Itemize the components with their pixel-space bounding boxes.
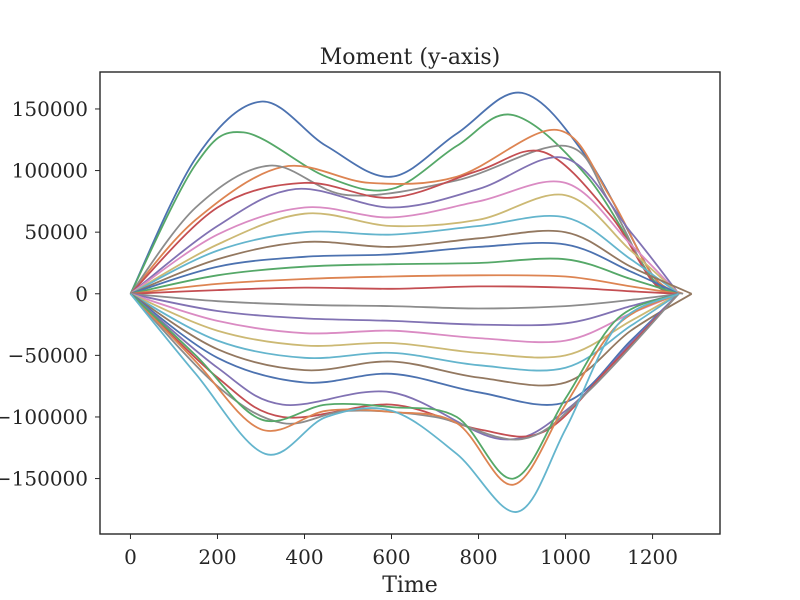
series-line-5 — [129, 149, 680, 295]
series-line-19 — [130, 293, 680, 372]
series-line-15 — [130, 292, 679, 310]
chart-title: Moment (y-axis) — [320, 45, 501, 70]
series-line-20 — [130, 293, 693, 387]
series-line-10 — [130, 229, 693, 295]
y-axis: 150000 100000 50000 0 −50000 −100000 −150000 — [0, 97, 100, 491]
series-line-16 — [130, 292, 679, 327]
series-line-7 — [129, 180, 680, 295]
series-line-11 — [130, 242, 680, 295]
series-line-4 — [129, 144, 684, 295]
x-tick-label: 400 — [285, 545, 323, 569]
series-line-27 — [129, 292, 680, 513]
series-line-18 — [130, 292, 680, 359]
y-tick-label: 0 — [75, 282, 88, 306]
x-tick-label: 0 — [124, 545, 137, 569]
x-tick-label: 200 — [198, 545, 236, 569]
series-line-8 — [130, 193, 680, 295]
series-line-21 — [129, 293, 680, 406]
y-tick-label: 50000 — [24, 220, 88, 244]
series-lines — [129, 91, 693, 513]
series-line-12 — [130, 257, 679, 295]
plot-frame — [99, 71, 721, 535]
x-tick-label: 1200 — [627, 545, 678, 569]
x-tick-label: 600 — [372, 545, 410, 569]
series-line-14 — [130, 285, 679, 295]
y-tick-label: −50000 — [8, 343, 88, 367]
y-tick-label: −100000 — [0, 405, 88, 429]
x-tick-label: 1000 — [540, 545, 591, 569]
series-line-2 — [129, 113, 680, 295]
series-line-26 — [129, 292, 680, 480]
series-line-25 — [129, 292, 680, 486]
y-tick-label: 100000 — [12, 159, 88, 183]
series-line-13 — [130, 274, 679, 295]
x-tick-label: 800 — [459, 545, 497, 569]
series-line-9 — [130, 214, 680, 295]
series-line-6 — [129, 156, 680, 295]
y-tick-label: −150000 — [0, 467, 88, 491]
y-tick-label: 150000 — [12, 97, 88, 121]
x-axis: 0 200 400 600 800 1000 1200 — [124, 534, 678, 569]
series-line-3 — [129, 128, 684, 295]
x-axis-label: Time — [382, 573, 438, 598]
